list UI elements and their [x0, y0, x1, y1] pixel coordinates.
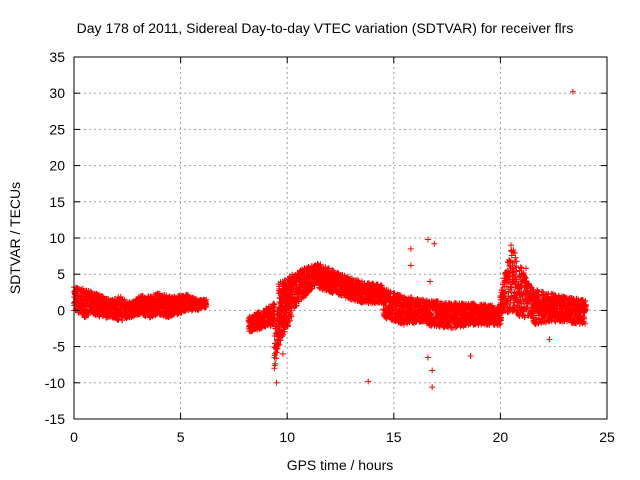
x-tick-label: 25 [599, 429, 615, 445]
axis-ticks: 0 5 10 15 20 25 -15 -10 -5 0 5 10 15 20 25 30 35 [45, 49, 615, 445]
data-point [203, 303, 210, 310]
y-tick-label: -15 [45, 411, 65, 427]
data-point [293, 302, 300, 309]
data-point [302, 292, 309, 299]
data-point [288, 307, 295, 314]
data-point [546, 336, 553, 343]
y-tick-label: 35 [49, 49, 65, 65]
y-tick-label: -10 [45, 375, 65, 391]
data-point [273, 379, 280, 386]
x-tick-label: 10 [279, 429, 295, 445]
x-tick-label: 20 [493, 429, 509, 445]
y-tick-label: 30 [49, 85, 65, 101]
data-points [71, 88, 589, 391]
data-point [277, 337, 284, 344]
x-tick-label: 5 [177, 429, 185, 445]
x-tick-label: 15 [386, 429, 402, 445]
data-point [273, 355, 280, 362]
data-point [271, 301, 278, 308]
data-point [274, 345, 281, 352]
data-point [284, 323, 291, 330]
data-point [407, 262, 414, 269]
data-point [287, 317, 294, 324]
data-point [427, 278, 434, 285]
data-point [288, 313, 295, 320]
y-tick-label: -5 [53, 339, 66, 355]
x-tick-label: 0 [70, 429, 78, 445]
data-point [467, 353, 474, 360]
data-point [203, 296, 210, 303]
grid [74, 57, 607, 419]
data-point [407, 245, 414, 252]
x-axis-title: GPS time / hours [287, 457, 394, 473]
data-point [280, 331, 287, 338]
data-point [119, 317, 126, 324]
data-point [272, 360, 279, 367]
y-tick-label: 25 [49, 121, 65, 137]
data-point [275, 342, 282, 349]
data-point [271, 308, 278, 315]
data-point [276, 341, 283, 348]
data-point [279, 350, 286, 357]
data-point [513, 268, 520, 275]
data-point [281, 328, 288, 335]
y-tick-label: 20 [49, 158, 65, 174]
data-point [365, 378, 372, 385]
data-point [85, 311, 92, 318]
y-tick-label: 15 [49, 194, 65, 210]
data-point [429, 384, 436, 391]
chart-title: Day 178 of 2011, Sidereal Day-to-day VTE… [77, 20, 574, 36]
y-tick-label: 0 [57, 302, 65, 318]
data-point [424, 354, 431, 361]
y-tick-label: 10 [49, 230, 65, 246]
data-point [431, 240, 438, 247]
data-point [281, 320, 288, 327]
data-point [569, 88, 576, 95]
data-point [429, 367, 436, 374]
y-tick-label: 5 [57, 266, 65, 282]
data-point [114, 315, 121, 322]
data-point [424, 236, 431, 243]
y-axis-title: SDTVAR / TECUs [7, 182, 23, 294]
